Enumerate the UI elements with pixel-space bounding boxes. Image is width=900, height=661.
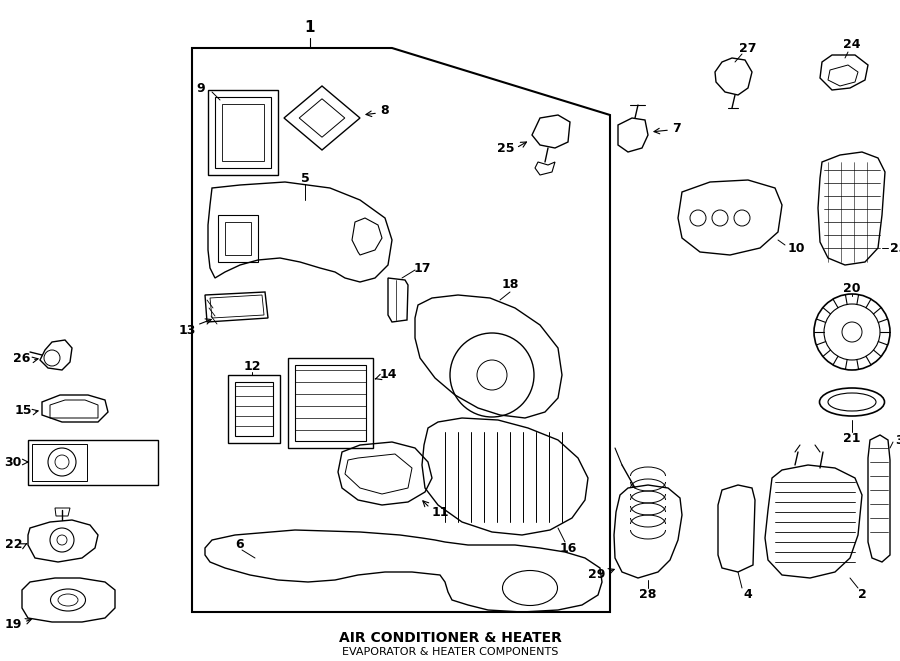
- Text: 14: 14: [380, 368, 398, 381]
- Text: 27: 27: [739, 42, 757, 54]
- Text: 11: 11: [432, 506, 449, 518]
- Text: 13: 13: [178, 323, 196, 336]
- Text: 5: 5: [301, 171, 310, 184]
- Text: 9: 9: [196, 81, 205, 95]
- Text: 24: 24: [843, 38, 860, 52]
- Text: 23: 23: [890, 241, 900, 254]
- Text: 17: 17: [413, 262, 431, 274]
- Text: 19: 19: [4, 619, 22, 631]
- Text: 18: 18: [501, 278, 518, 292]
- Text: 12: 12: [243, 360, 261, 373]
- Text: 15: 15: [14, 403, 32, 416]
- Text: 8: 8: [381, 104, 390, 116]
- Text: 29: 29: [588, 568, 605, 582]
- Text: 21: 21: [843, 432, 860, 444]
- Text: 30: 30: [4, 455, 22, 469]
- Bar: [235, 382, 273, 436]
- Text: 1: 1: [305, 20, 315, 36]
- Text: 2: 2: [858, 588, 867, 602]
- Text: 16: 16: [559, 541, 577, 555]
- Text: 25: 25: [498, 141, 515, 155]
- Text: 4: 4: [743, 588, 752, 602]
- Text: 7: 7: [672, 122, 680, 134]
- Bar: [28, 440, 158, 485]
- Text: 28: 28: [639, 588, 657, 602]
- Text: 10: 10: [788, 241, 806, 254]
- Text: EVAPORATOR & HEATER COMPONENTS: EVAPORATOR & HEATER COMPONENTS: [342, 647, 558, 657]
- Bar: [32, 444, 87, 481]
- Bar: [295, 365, 366, 441]
- Text: 3: 3: [895, 434, 900, 446]
- Text: AIR CONDITIONER & HEATER: AIR CONDITIONER & HEATER: [338, 631, 562, 645]
- Text: 22: 22: [4, 539, 22, 551]
- Text: 6: 6: [236, 539, 244, 551]
- Text: 26: 26: [13, 352, 30, 364]
- Bar: [288, 358, 373, 448]
- Bar: [228, 375, 280, 443]
- Text: 20: 20: [843, 282, 860, 295]
